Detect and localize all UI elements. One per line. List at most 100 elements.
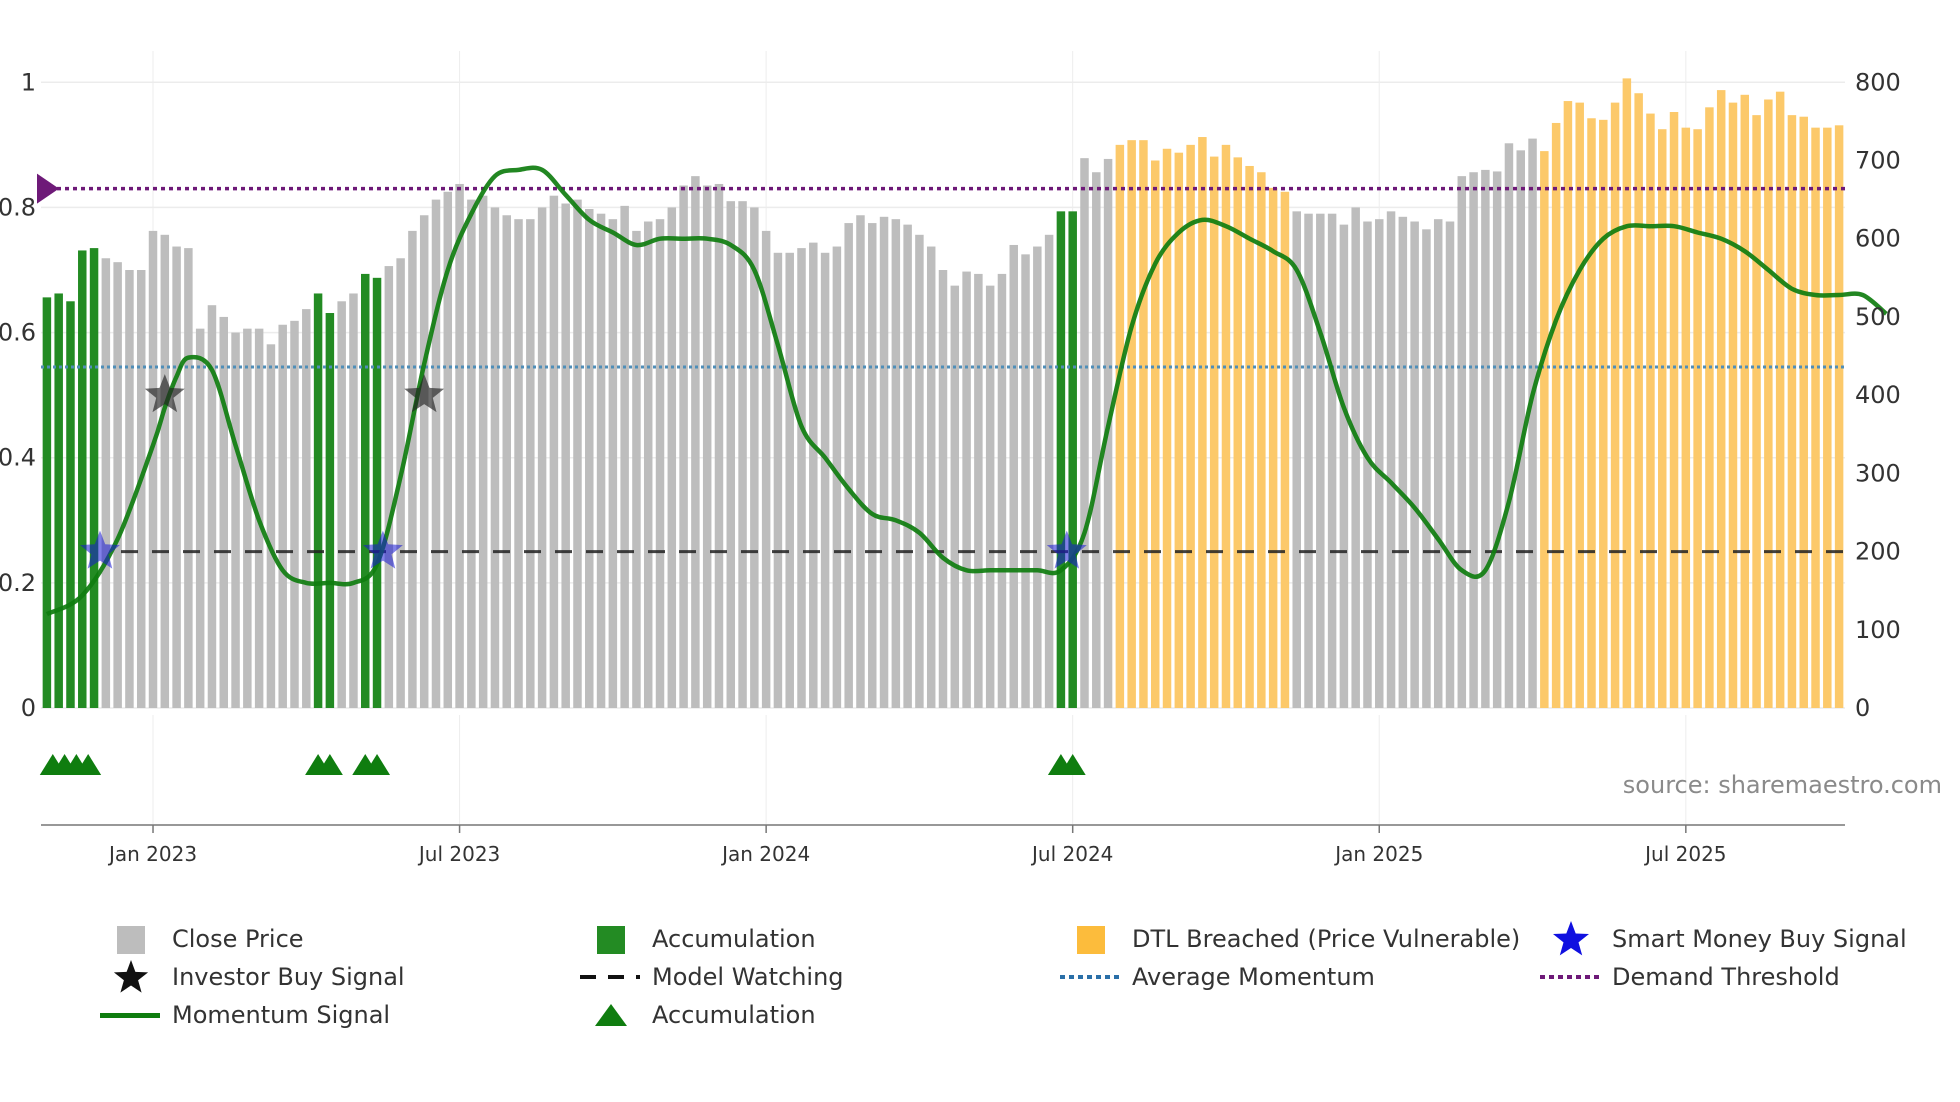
right-axis-tick-label: 400 xyxy=(1855,381,1901,409)
dtl-breached-bar xyxy=(1587,118,1596,708)
close-price-bar xyxy=(478,195,488,709)
legend-label: Close Price xyxy=(172,925,304,953)
legend-close-price: Close Price xyxy=(100,920,304,958)
right-axis-tick-label: 500 xyxy=(1855,303,1901,331)
dtl-breached-bar xyxy=(1268,187,1278,708)
close-price-bar xyxy=(714,183,724,708)
close-price-bar xyxy=(549,195,559,709)
close-price-bar xyxy=(561,203,570,708)
close-price-bar xyxy=(431,199,441,708)
close-price-bar xyxy=(443,191,453,709)
price-bars xyxy=(42,78,1844,709)
right-axis-tick-label: 100 xyxy=(1855,616,1901,644)
close-price-bar xyxy=(1528,138,1537,709)
accumulation-triangle xyxy=(364,754,391,775)
close-price-bar xyxy=(903,224,912,708)
close-price-bar xyxy=(620,205,629,708)
close-price-bar xyxy=(101,258,111,708)
close-price-bar xyxy=(1375,219,1384,709)
demand-threshold-marker xyxy=(37,173,59,204)
close-price-bar xyxy=(1492,171,1502,708)
x-axis-tick-label: Jan 2023 xyxy=(107,842,197,866)
dtl-breached-bar xyxy=(1681,127,1691,708)
close-price-bar xyxy=(820,252,830,709)
close-price-bar xyxy=(243,328,252,708)
close-price-bar xyxy=(160,234,170,708)
dtl-breached-bar xyxy=(1657,129,1667,708)
black-star-icon xyxy=(113,960,149,993)
x-axis-tick-label: Jul 2025 xyxy=(1643,842,1726,866)
dashed-line-icon xyxy=(580,975,640,979)
smart-money-buy-star xyxy=(80,530,120,569)
legend-average-momentum: Average Momentum xyxy=(1060,958,1375,996)
close-price-bar xyxy=(773,252,783,709)
right-axis-tick-label: 300 xyxy=(1855,459,1901,487)
close-price-bar xyxy=(526,219,535,709)
dtl-breached-bar xyxy=(1127,140,1136,708)
close-price-bar xyxy=(702,185,712,708)
dtl-breached-bar xyxy=(1669,112,1679,708)
reference-lines xyxy=(37,173,1845,554)
dtl-breached-bar xyxy=(1221,144,1231,708)
close-price-bar xyxy=(148,230,158,708)
close-price-bar xyxy=(1481,169,1490,708)
legend-smart-money: Smart Money Buy Signal xyxy=(1540,920,1907,958)
close-price-bar xyxy=(856,215,865,708)
close-price-bar xyxy=(184,248,193,708)
left-axis-tick-label: 0 xyxy=(21,694,36,722)
dtl-breached-bar xyxy=(1728,102,1738,708)
right-axis-tick-label: 700 xyxy=(1855,147,1901,175)
smart-money-buy-star xyxy=(363,530,403,569)
close-price-bar xyxy=(962,271,971,708)
right-axis-tick-label: 600 xyxy=(1855,225,1901,253)
close-price-bar xyxy=(761,230,771,708)
close-price-bar xyxy=(726,201,736,708)
x-axis-tick-label: Jul 2023 xyxy=(417,842,500,866)
dtl-breached-bar xyxy=(1186,144,1195,708)
close-price-bar xyxy=(926,246,936,709)
dtl-breached-bar xyxy=(1811,127,1820,708)
close-price-bar xyxy=(1445,221,1455,708)
close-price-bar xyxy=(207,305,217,708)
close-price-bar xyxy=(1516,150,1525,708)
close-price-bar xyxy=(750,207,759,708)
accumulation-bar xyxy=(54,293,63,708)
close-price-bar xyxy=(1080,158,1089,708)
legend-momentum: Momentum Signal xyxy=(100,996,390,1034)
close-price-bar xyxy=(632,230,641,708)
close-price-bar xyxy=(1021,254,1030,708)
accumulation-swatch xyxy=(597,926,625,954)
dtl-breached-bar xyxy=(1705,107,1714,709)
close-price-bar xyxy=(608,219,618,709)
dtl-breached-bar xyxy=(1233,157,1243,708)
close-price-bar xyxy=(643,221,653,708)
source-label: source: sharemaestro.com xyxy=(1623,771,1942,799)
legend-investor-buy: Investor Buy Signal xyxy=(100,958,405,996)
close-price-bar xyxy=(797,248,806,708)
close-price-bar xyxy=(1092,172,1101,708)
legend-label: Investor Buy Signal xyxy=(172,963,405,991)
dtl-breached-bar xyxy=(1764,99,1773,708)
signal-markers xyxy=(80,374,1087,569)
accumulation-bar xyxy=(42,297,52,708)
dtl-breached-bar xyxy=(1634,93,1643,708)
x-axis-tick-label: Jul 2024 xyxy=(1030,842,1113,866)
close-price-bar xyxy=(195,328,205,708)
accumulation-triangle xyxy=(316,754,343,775)
close-price-bar xyxy=(938,270,948,708)
dtl-breached-bar xyxy=(1540,151,1549,709)
close-price-bar xyxy=(467,199,476,708)
dtl-breached-bar xyxy=(1599,119,1608,709)
smart-money-buy-star xyxy=(1046,530,1087,569)
accumulation-bar xyxy=(89,248,99,708)
dtl-breached-bar xyxy=(1209,156,1219,708)
dotted-line-icon xyxy=(1060,975,1120,979)
dtl-breached-bar xyxy=(1799,116,1808,708)
close-price-bar xyxy=(1339,224,1349,708)
close-price-bar xyxy=(408,230,417,708)
close-price-bar xyxy=(596,213,606,708)
legend-accumulation-bar: Accumulation xyxy=(580,920,816,958)
close-price-bar xyxy=(809,242,818,708)
close-price-bar xyxy=(585,208,594,708)
close-price-bar xyxy=(891,219,901,709)
